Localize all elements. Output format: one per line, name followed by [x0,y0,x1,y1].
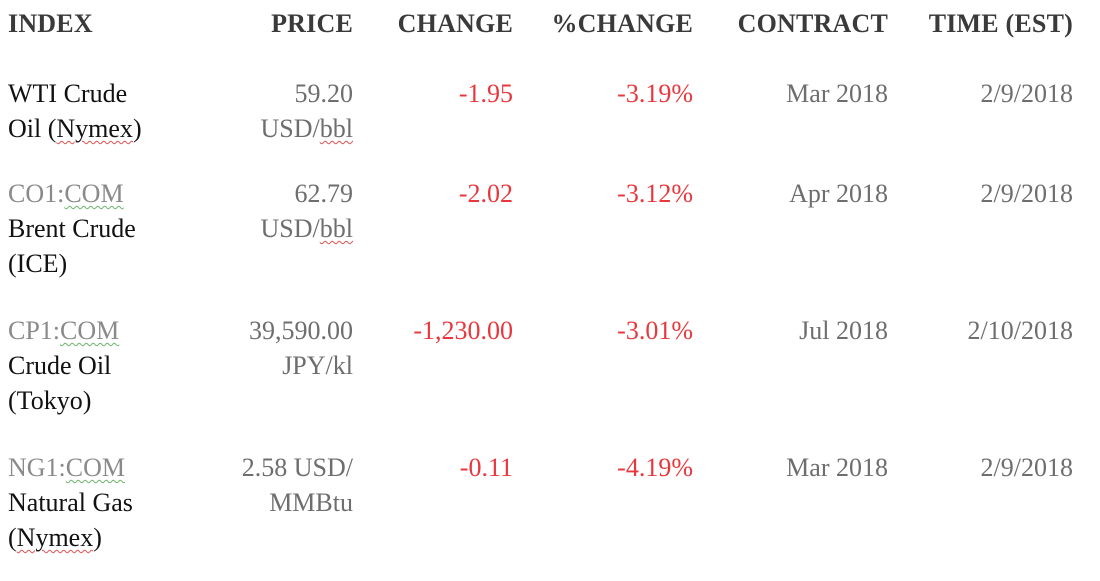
ticker-symbol[interactable]: NG1:COM [8,453,126,482]
header-time: TIME (EST) [928,9,1073,38]
index-name-line: Oil (Nymex) [8,114,142,143]
spellcheck-word: Nymex [56,114,133,143]
index-name-cell: NG1:COM Natural Gas (Nymex) [8,450,213,555]
index-name-line: Natural Gas [8,488,133,517]
header-price: PRICE [271,9,353,38]
spellcheck-word: bbl [319,114,353,143]
pct-change-cell: -3.19% [617,79,693,108]
index-name-line: WTI Crude [8,79,128,108]
spellcheck-word: bbl [319,214,353,243]
price-unit: USD/bbl [260,214,353,243]
index-name-cell: WTI Crude Oil (Nymex) [8,76,213,146]
index-name-cell: CP1:COM Crude Oil (Tokyo) [8,313,213,418]
table-header-row: INDEX PRICE CHANGE %CHANGE CONTRACT TIME… [8,0,1093,70]
time-cell: 2/10/2018 [967,316,1073,345]
index-name-line: Crude Oil [8,351,112,380]
price-unit: MMBtu [269,488,353,517]
price-value: 62.79 [294,179,354,208]
index-name-line: (Tokyo) [8,386,92,415]
header-change: CHANGE [397,9,513,38]
time-cell: 2/9/2018 [980,453,1073,482]
time-cell: 2/9/2018 [980,179,1073,208]
change-cell: -1,230.00 [413,316,513,345]
pct-change-cell: -4.19% [617,453,693,482]
price-unit: USD/bbl [260,114,353,143]
price-value: 59.20 [294,79,354,108]
contract-cell: Mar 2018 [786,79,888,108]
header-pct-change: %CHANGE [551,9,693,38]
commodity-index-table: INDEX PRICE CHANGE %CHANGE CONTRACT TIME… [8,0,1093,581]
change-cell: -0.11 [459,453,513,482]
spellcheck-word: Nymex [16,523,94,552]
price-cell: 39,590.00 JPY/kl [213,313,353,383]
ticker-symbol[interactable]: CO1:COM [8,179,124,208]
index-name-line: (Nymex) [8,523,102,552]
contract-cell: Apr 2018 [789,179,888,208]
pct-change-cell: -3.01% [617,316,693,345]
contract-cell: Jul 2018 [799,316,888,345]
table-row: CP1:COM Crude Oil (Tokyo) 39,590.00 JPY/… [8,307,1093,444]
change-cell: -2.02 [458,179,513,208]
time-cell: 2/9/2018 [980,79,1073,108]
index-name-cell: CO1:COM Brent Crude (ICE) [8,176,213,281]
contract-cell: Mar 2018 [786,453,888,482]
ticker-symbol[interactable]: CP1:COM [8,316,120,345]
header-index: INDEX [8,9,93,38]
price-cell: 59.20 USD/bbl [213,76,353,146]
price-cell: 62.79 USD/bbl [213,176,353,246]
header-contract: CONTRACT [737,9,888,38]
price-value: 39,590.00 [249,316,353,345]
index-name-line: (ICE) [8,249,68,278]
price-cell: 2.58 USD/ MMBtu [213,450,353,520]
pct-change-cell: -3.12% [617,179,693,208]
price-unit: JPY/kl [282,351,353,380]
change-cell: -1.95 [458,79,513,108]
index-name-line: Brent Crude [8,214,136,243]
price-value: 2.58 USD/ [241,453,353,482]
table-row: NG1:COM Natural Gas (Nymex) 2.58 USD/ MM… [8,444,1093,581]
table-row: WTI Crude Oil (Nymex) 59.20 USD/bbl -1.9… [8,70,1093,170]
table-row: CO1:COM Brent Crude (ICE) 62.79 USD/bbl … [8,170,1093,307]
